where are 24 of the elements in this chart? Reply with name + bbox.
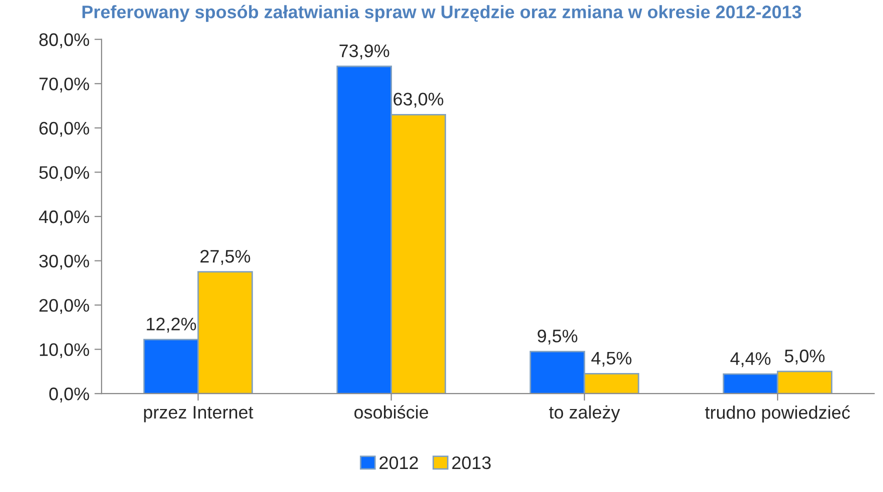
legend-label: 2012 <box>380 456 418 470</box>
y-tick-label: 80,0% <box>39 33 90 48</box>
x-tick-label: przez Internet <box>144 406 254 422</box>
data-label: 5,0% <box>784 350 825 364</box>
data-label: 12,2% <box>146 318 196 333</box>
y-tick-label: 0,0% <box>49 388 90 402</box>
x-tick-label: osobiście <box>354 405 428 419</box>
data-label: 27,5% <box>200 250 250 265</box>
x-tick-label: to zależy <box>549 405 620 422</box>
y-tick-label: 50,0% <box>39 166 90 182</box>
y-tick-label: 10,0% <box>40 343 90 358</box>
x-tick-label: trudno powiedzieć <box>705 405 850 422</box>
data-label: 9,5% <box>538 330 578 345</box>
y-tick-label: 20,0% <box>39 298 90 314</box>
data-label: 73,9% <box>340 44 390 60</box>
y-tick-label: 40,0% <box>38 210 90 226</box>
data-label: 4,5% <box>591 352 632 367</box>
y-tick-label: 70,0% <box>39 78 90 92</box>
y-tick-label: 30,0% <box>39 254 90 270</box>
y-tick-label: 60,0% <box>39 122 90 137</box>
data-label: 4,4% <box>730 352 770 368</box>
chart-title: Preferowany sposób załatwiania spraw w Urzędzie oraz zmiana w okresie 2012-2013 <box>82 4 802 22</box>
data-label: 63,0% <box>394 92 444 108</box>
legend-label: 2013 <box>452 456 491 470</box>
